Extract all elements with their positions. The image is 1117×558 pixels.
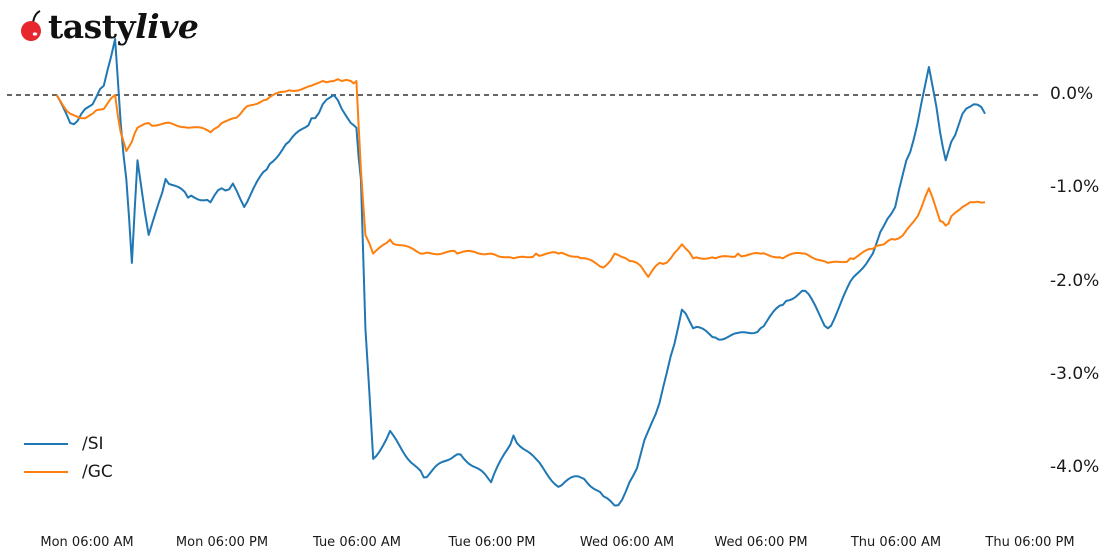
x-tick-7: Thu 06:00 PM bbox=[985, 535, 1075, 550]
y-tick-4: -4.0% bbox=[1050, 457, 1100, 477]
chart-legend: /SI /GC bbox=[24, 430, 113, 486]
logo-text-tasty: tasty bbox=[48, 6, 136, 46]
legend-label-si: /SI bbox=[82, 434, 104, 454]
y-tick-0: 0.0% bbox=[1050, 84, 1094, 104]
x-tick-3: Tue 06:00 PM bbox=[448, 535, 536, 550]
logo-wordmark: tastylive bbox=[48, 6, 199, 46]
cherry-icon bbox=[21, 10, 41, 41]
series-layer bbox=[55, 38, 986, 507]
tastylive-logo: tastylive bbox=[18, 6, 199, 46]
x-tick-0: Mon 06:00 AM bbox=[40, 535, 134, 550]
x-tick-6: Thu 06:00 AM bbox=[850, 535, 942, 550]
x-tick-1: Mon 06:00 PM bbox=[175, 535, 269, 550]
legend-item-si: /SI bbox=[24, 430, 113, 458]
series-line-gc bbox=[55, 78, 986, 278]
logo-text-live: live bbox=[135, 6, 199, 46]
legend-swatch-gc bbox=[24, 470, 68, 474]
y-tick-1: -1.0% bbox=[1050, 177, 1100, 197]
legend-item-gc: /GC bbox=[24, 458, 113, 486]
x-tick-4: Wed 06:00 AM bbox=[579, 535, 675, 550]
x-tick-5: Wed 06:00 PM bbox=[714, 535, 808, 550]
legend-label-gc: /GC bbox=[82, 462, 113, 482]
y-tick-3: -3.0% bbox=[1050, 364, 1100, 384]
x-tick-2: Tue 06:00 AM bbox=[312, 535, 402, 550]
y-tick-2: -2.0% bbox=[1050, 271, 1100, 291]
series-line-si bbox=[55, 38, 986, 507]
legend-swatch-si bbox=[24, 442, 68, 446]
